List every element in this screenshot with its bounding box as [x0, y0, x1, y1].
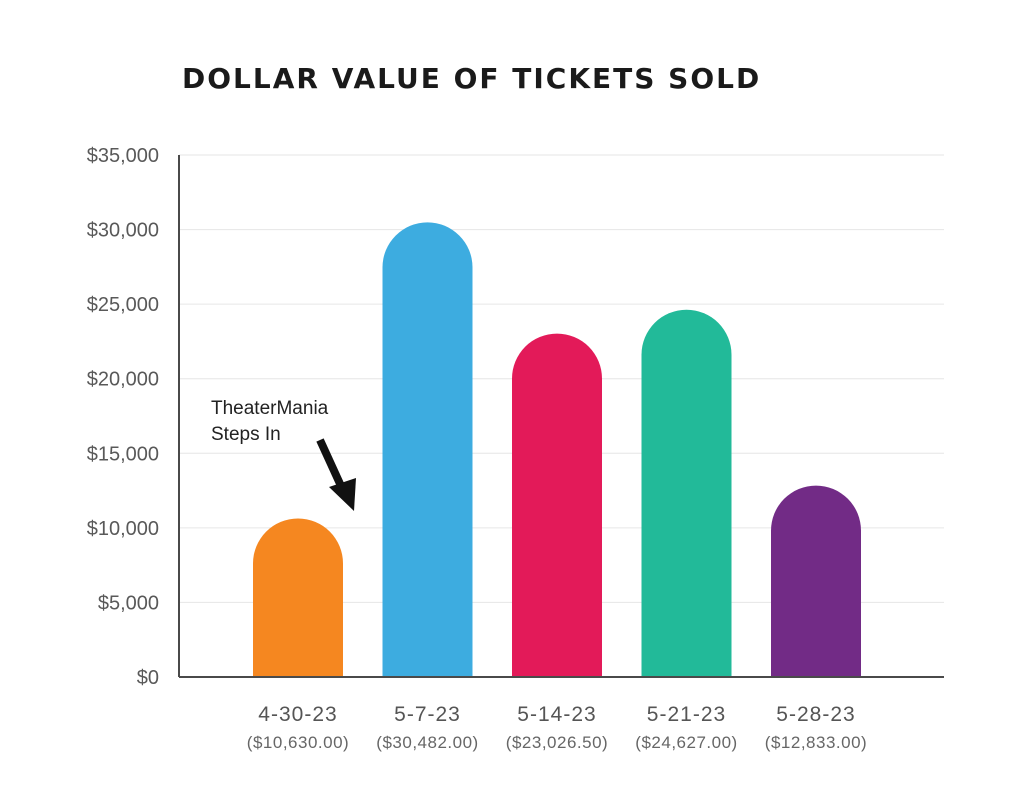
x-tick-value-label: ($24,627.00) [635, 733, 737, 752]
y-tick-label: $25,000 [87, 294, 159, 316]
chart-title: DOLLAR VALUE OF TICKETS SOLD [182, 62, 762, 95]
bar-5-28-23 [771, 485, 861, 677]
bar-5-14-23 [512, 333, 602, 677]
bar-5-7-23 [382, 222, 473, 678]
annotation-line-2: Steps In [211, 424, 281, 445]
bar-4-30-23 [253, 518, 343, 677]
x-tick-value-label: ($10,630.00) [247, 733, 349, 752]
annotation: TheaterMania Steps In [211, 398, 356, 511]
x-tick-label: 5-14-23 [517, 703, 596, 726]
x-tick-label: 5-21-23 [647, 703, 726, 726]
y-axis-ticks: $0 $5,000 $10,000 $15,000 $20,000 $25,000 $30,… [87, 145, 159, 689]
y-tick-label: $10,000 [87, 518, 159, 540]
x-tick-label: 5-7-23 [394, 703, 461, 726]
x-axis-ticks: 4-30-23 ($10,630.00) 5-7-23 ($30,482.00) 5-1… [247, 703, 867, 752]
x-tick-value-label: ($23,026.50) [506, 733, 608, 752]
x-tick-label: 4-30-23 [258, 703, 337, 726]
y-tick-label: $5,000 [98, 592, 159, 614]
y-tick-label: $15,000 [87, 443, 159, 465]
y-tick-label: $0 [137, 667, 159, 689]
x-tick-value-label: ($12,833.00) [765, 733, 867, 752]
y-tick-label: $35,000 [87, 145, 159, 167]
annotation-line-1: TheaterMania [211, 398, 329, 419]
x-tick-value-label: ($30,482.00) [376, 733, 478, 752]
y-tick-label: $20,000 [87, 369, 159, 391]
annotation-arrow-icon [316, 438, 356, 511]
bar-5-21-23 [641, 309, 732, 677]
y-tick-label: $30,000 [87, 220, 159, 242]
x-tick-label: 5-28-23 [776, 703, 855, 726]
bars [253, 222, 861, 678]
